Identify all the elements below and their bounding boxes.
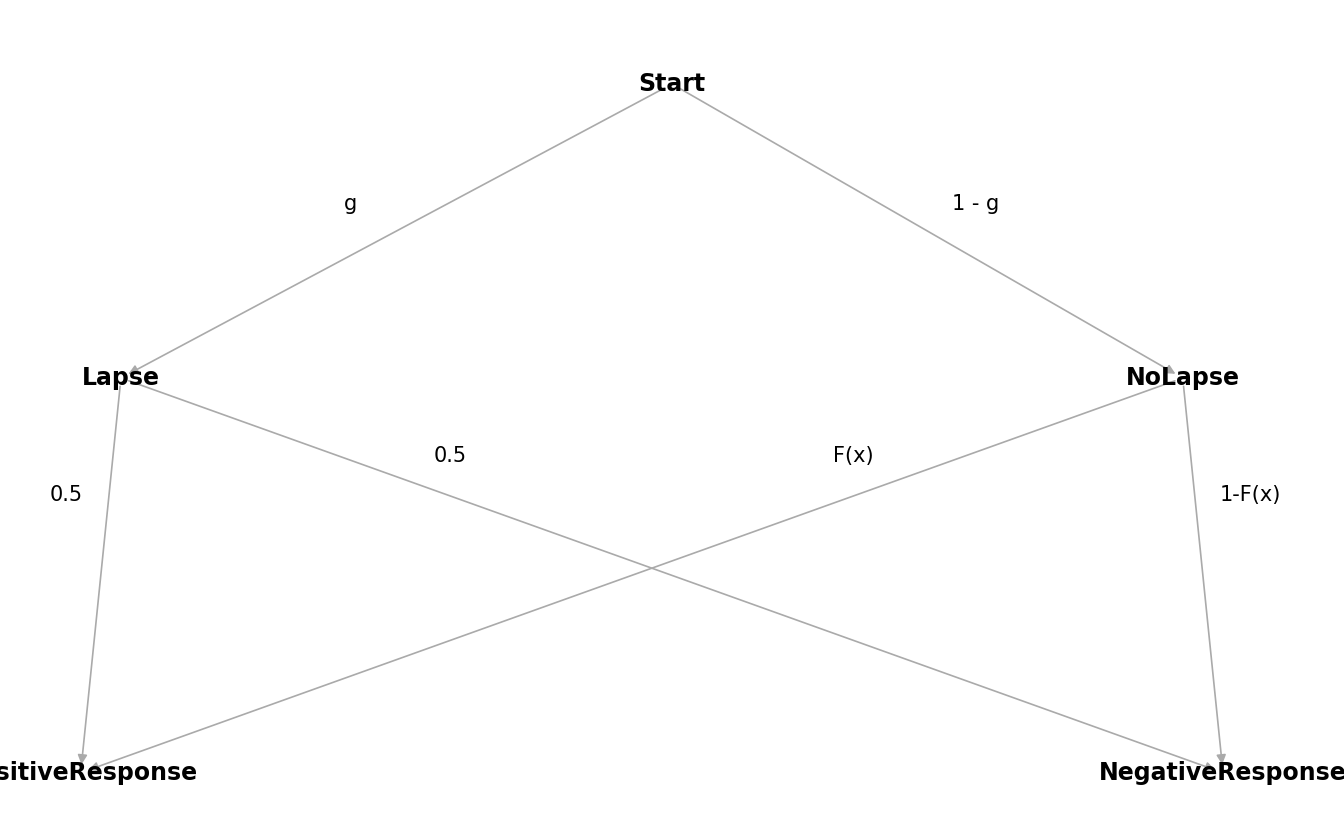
Text: Lapse: Lapse — [82, 366, 160, 390]
Text: NegativeResponse: NegativeResponse — [1099, 761, 1344, 785]
Text: g: g — [344, 194, 356, 213]
Text: 1-F(x): 1-F(x) — [1220, 486, 1281, 505]
Text: F(x): F(x) — [833, 446, 874, 465]
Text: PositiveResponse: PositiveResponse — [0, 761, 198, 785]
Text: 0.5: 0.5 — [434, 446, 466, 465]
Text: Start: Start — [638, 72, 706, 96]
Text: NoLapse: NoLapse — [1126, 366, 1239, 390]
Text: 1 - g: 1 - g — [952, 194, 1000, 213]
Text: 0.5: 0.5 — [50, 486, 83, 505]
